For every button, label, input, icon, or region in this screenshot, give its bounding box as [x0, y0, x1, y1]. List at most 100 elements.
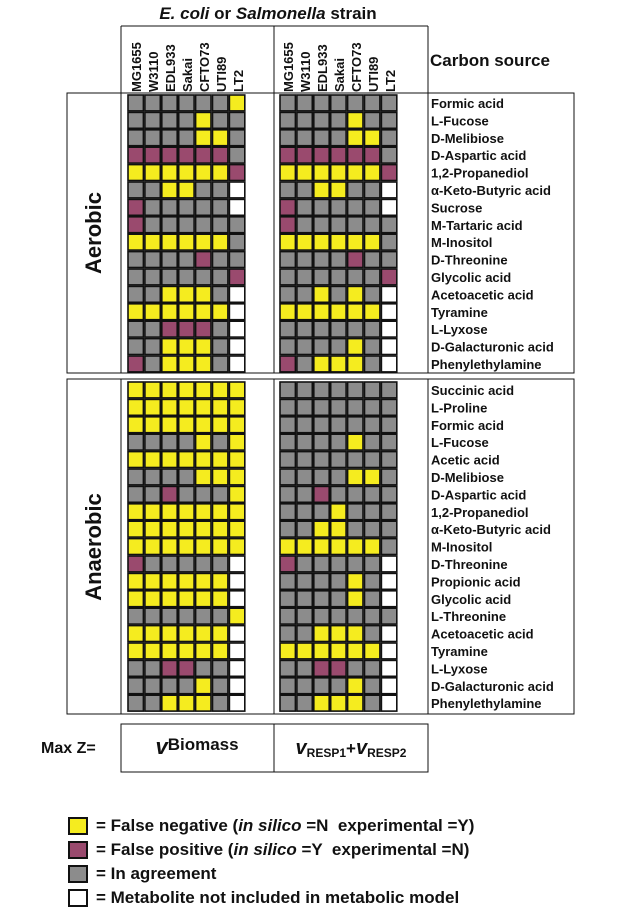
cell: [346, 233, 364, 251]
objective-sub-biomass: Biomass: [168, 735, 239, 754]
max-z-label: Max Z=: [41, 740, 96, 757]
cell: [312, 520, 330, 538]
cell: [127, 381, 145, 399]
carbon-source-label: D-Threonine: [431, 557, 508, 572]
section-label-aerobic: Aerobic: [81, 192, 106, 274]
cell: [211, 468, 229, 486]
cell: [161, 216, 179, 234]
legend-text-italic: in silico: [238, 816, 302, 835]
carbon-source-label: D-Threonine: [431, 253, 508, 268]
cell: [380, 607, 398, 625]
cell: [279, 485, 297, 504]
cell: [211, 233, 229, 251]
cell: [363, 555, 381, 573]
cell: [279, 129, 297, 147]
cell: [296, 607, 314, 625]
cell: [211, 485, 229, 504]
cell: [296, 250, 314, 269]
cell: [211, 163, 229, 182]
cell: [296, 337, 314, 356]
cell: [144, 502, 162, 521]
cell: [346, 129, 364, 147]
cell: [161, 285, 179, 304]
cell: [177, 320, 195, 338]
cell: [312, 607, 330, 625]
cell: [380, 320, 398, 338]
cell: [329, 607, 347, 625]
cell: [127, 250, 145, 269]
cell: [161, 676, 179, 695]
cell: [211, 250, 229, 269]
cell: [177, 398, 195, 417]
cell: [380, 337, 398, 356]
cell: [211, 94, 229, 112]
cell: [363, 520, 381, 538]
cell: [194, 337, 212, 356]
cell: [161, 415, 179, 434]
title-part-salmonella: Salmonella: [236, 4, 326, 23]
cell: [161, 398, 179, 417]
cell: [161, 198, 179, 217]
cell: [194, 520, 212, 538]
cell: [296, 381, 314, 399]
cell: [144, 468, 162, 486]
cell: [127, 537, 145, 556]
cell: [279, 520, 297, 538]
cell: [177, 450, 195, 469]
cell: [346, 181, 364, 199]
cell: [127, 659, 145, 678]
cell: [380, 589, 398, 608]
cell: [329, 450, 347, 469]
carbon-source-label: 1,2-Propanediol: [431, 166, 529, 181]
cell: [279, 502, 297, 521]
cell: [228, 111, 246, 130]
cell: [161, 337, 179, 356]
cell: [228, 355, 246, 373]
cell: [177, 676, 195, 695]
cell: [127, 555, 145, 573]
cell: [211, 624, 229, 643]
cell: [279, 694, 297, 712]
cell: [312, 216, 330, 234]
cell: [228, 502, 246, 521]
cell: [228, 694, 246, 712]
cell: [177, 642, 195, 660]
cell: [329, 146, 347, 164]
cell: [211, 198, 229, 217]
cell: [312, 94, 330, 112]
cell: [228, 589, 246, 608]
strain-header-cfto73: CFTO73: [349, 42, 364, 92]
cell: [329, 163, 347, 182]
cell: [194, 163, 212, 182]
cell: [194, 94, 212, 112]
cell: [329, 129, 347, 147]
cell: [144, 694, 162, 712]
cell: [296, 146, 314, 164]
objective-resp: vRESP1+vRESP2: [296, 737, 407, 760]
cell: [296, 485, 314, 504]
cell: [127, 302, 145, 321]
cell: [177, 129, 195, 147]
cell: [228, 181, 246, 199]
cell: [177, 433, 195, 451]
cell: [380, 520, 398, 538]
cell: [211, 694, 229, 712]
cell: [194, 320, 212, 338]
legend-swatch: [68, 817, 88, 835]
cell: [312, 624, 330, 643]
cell: [194, 694, 212, 712]
cell: [177, 502, 195, 521]
cell: [161, 555, 179, 573]
cell: [296, 502, 314, 521]
legend-text: = False negative (: [96, 816, 239, 835]
section-label-anaerobic: Anaerobic: [81, 493, 106, 601]
cell: [211, 216, 229, 234]
carbon-source-label: L-Fucose: [431, 113, 489, 128]
cell: [279, 216, 297, 234]
cell: [177, 302, 195, 321]
cell: [296, 468, 314, 486]
cell: [127, 642, 145, 660]
cell: [296, 302, 314, 321]
strain-header-uti89: UTI89: [366, 57, 381, 92]
cell: [380, 572, 398, 591]
